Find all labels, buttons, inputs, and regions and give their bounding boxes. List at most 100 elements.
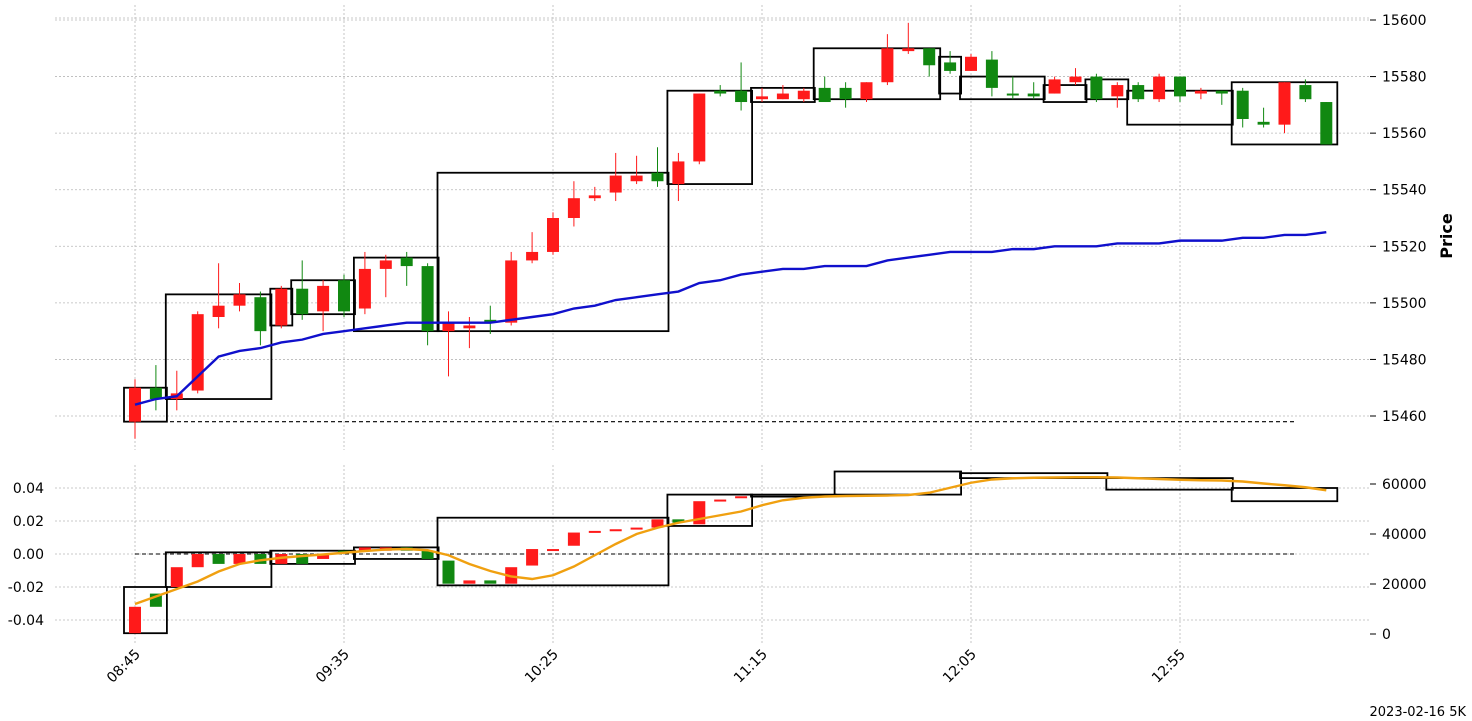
price-candle-body xyxy=(317,285,330,312)
oscillator-candle-body xyxy=(317,554,330,559)
y-tick-label-price: 15580 xyxy=(1382,70,1427,86)
price-boxes xyxy=(123,47,1339,423)
price-box xyxy=(1042,84,1088,103)
x-tick-label: 10:25 xyxy=(522,647,562,687)
y-tick-label-price: 15460 xyxy=(1382,409,1427,425)
price-candle-body xyxy=(609,175,622,193)
y-tick-label-price: 15480 xyxy=(1382,352,1427,368)
oscillator-lines xyxy=(134,476,1327,606)
price-axis-label: Price xyxy=(1437,213,1456,259)
oscillator-box xyxy=(123,586,168,635)
y-tick-label-price: 15520 xyxy=(1382,239,1427,255)
oscillator-candle-body xyxy=(672,519,685,523)
price-candle-body xyxy=(1153,76,1166,100)
oscillator-candle-body xyxy=(526,549,539,566)
price-candle-body xyxy=(400,257,413,267)
y-tick-label-left: 0.00 xyxy=(13,547,44,563)
y-tick-label-left: 0.02 xyxy=(13,514,44,530)
x-tick-label: 11:15 xyxy=(731,647,771,687)
price-candle-body xyxy=(693,93,706,162)
price-candle-body xyxy=(797,90,810,100)
oscillator-candle-body xyxy=(714,499,727,502)
price-candle-body xyxy=(985,59,998,88)
oscillator-candle-body xyxy=(296,554,309,564)
oscillator-candle-body xyxy=(170,567,183,587)
price-candle-body xyxy=(191,314,204,391)
x-tick-label: 08:45 xyxy=(104,647,144,687)
price-candle-body xyxy=(275,288,288,326)
price-candle-body xyxy=(756,96,768,100)
price-candle-body xyxy=(212,305,225,317)
oscillator-candle-body xyxy=(254,554,267,564)
price-candle-body xyxy=(1236,90,1249,119)
footer-label: 2023-02-16 5K xyxy=(1370,705,1467,720)
price-candle-body xyxy=(233,294,246,306)
price-candle-body xyxy=(379,260,392,269)
price-candles xyxy=(129,22,1333,439)
price-lines xyxy=(134,230,1327,406)
y-tick-label-price: 15560 xyxy=(1382,126,1427,142)
price-candle-body xyxy=(923,48,936,66)
price-box xyxy=(123,386,168,423)
price-candle-body xyxy=(129,387,141,422)
oscillator-box xyxy=(833,470,962,496)
price-candle-body xyxy=(296,288,309,315)
oscillator-box xyxy=(1105,477,1234,491)
y-tick-label-right: 20000 xyxy=(1382,577,1427,593)
price-candle-body xyxy=(1257,121,1270,125)
price-candle-body xyxy=(1006,93,1019,96)
price-candle-body xyxy=(944,62,957,71)
oscillator-box xyxy=(269,549,356,565)
oscillator-candle-body xyxy=(463,580,476,584)
oscillator-candle-body xyxy=(567,532,580,546)
oscillator-candle-body xyxy=(651,519,664,528)
price-candle-body xyxy=(547,218,559,252)
price-candle-body xyxy=(463,325,476,329)
price-candle-body xyxy=(1174,76,1186,97)
y-tick-label-left: -0.02 xyxy=(8,580,44,596)
price-candle-body xyxy=(1132,85,1145,100)
price-candle-body xyxy=(860,82,873,100)
oscillator-candle-body xyxy=(212,554,225,564)
price-candle-body xyxy=(149,387,162,400)
price-grid xyxy=(55,5,1376,450)
price-candle-body xyxy=(839,87,852,100)
price-candle-body xyxy=(1111,85,1124,97)
price-candle-body xyxy=(442,322,455,332)
x-tick-label: 09:35 xyxy=(313,647,353,687)
y-tick-label-left: -0.04 xyxy=(8,613,44,629)
x-tick-label: 12:55 xyxy=(1149,647,1189,687)
price-candle-body xyxy=(776,93,789,100)
axes-labels: 08:45 09:35 10:25 11:15 12:05 12:55 15460 15480… xyxy=(8,13,1427,686)
price-box xyxy=(1084,78,1130,101)
price-candle-body xyxy=(881,48,894,83)
price-candle-body xyxy=(1278,82,1291,125)
oscillator-candle-body xyxy=(484,580,497,584)
price-candle-body xyxy=(651,172,664,182)
price-candle-body xyxy=(526,251,539,261)
price-candle-body xyxy=(588,195,601,199)
price-box xyxy=(352,256,440,333)
oscillator-box xyxy=(666,493,754,527)
price-candle-body xyxy=(818,87,831,103)
oscillator-candle-body xyxy=(630,527,643,530)
price-box xyxy=(959,75,1046,101)
oscillator-box xyxy=(1230,487,1339,503)
price-candle-body xyxy=(1090,76,1103,100)
y-tick-label-left: 0.04 xyxy=(13,481,44,497)
price-candle-body xyxy=(965,56,977,71)
price-box xyxy=(812,47,942,101)
price-candle-body xyxy=(902,48,915,52)
price-box xyxy=(436,171,670,333)
oscillator-candle-body xyxy=(191,554,204,568)
price-candle-body xyxy=(1027,93,1040,97)
vwap-line xyxy=(134,230,1327,406)
oscillator-candle-body xyxy=(735,496,748,499)
price-candle-body xyxy=(421,266,434,332)
price-candle-body xyxy=(484,319,497,323)
y-tick-label-price: 15500 xyxy=(1382,296,1427,312)
price-candle-body xyxy=(505,260,518,323)
price-candle-body xyxy=(1215,90,1228,94)
price-candle-body xyxy=(358,268,371,309)
